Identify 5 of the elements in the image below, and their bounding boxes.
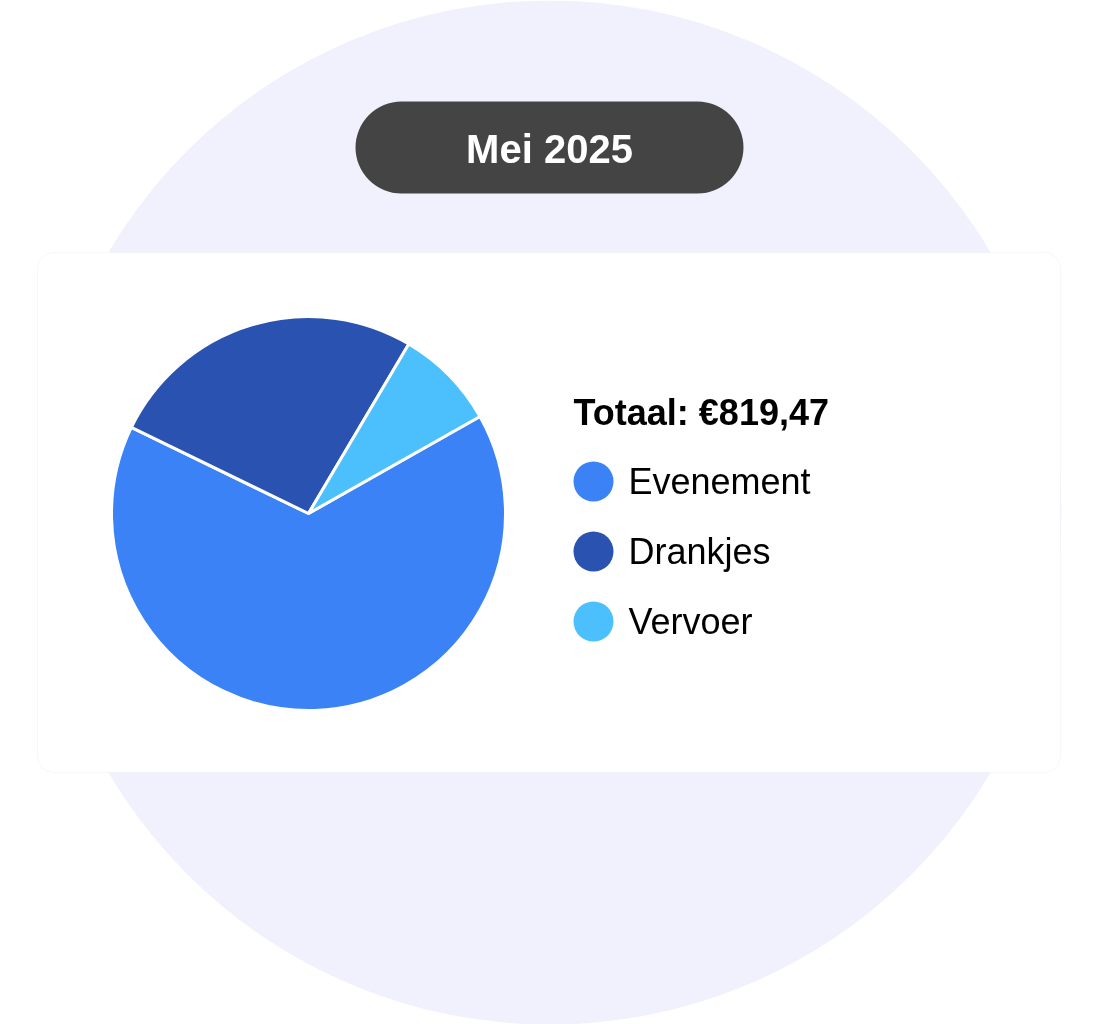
chart-subtitle: Mei 2025 — [466, 126, 633, 171]
text: Totaal: €819,47 — [573, 392, 829, 433]
legend-label: Drankjes — [628, 531, 771, 572]
legend-label: Evenement — [628, 461, 811, 502]
legend-label: Vervoer — [628, 601, 753, 642]
